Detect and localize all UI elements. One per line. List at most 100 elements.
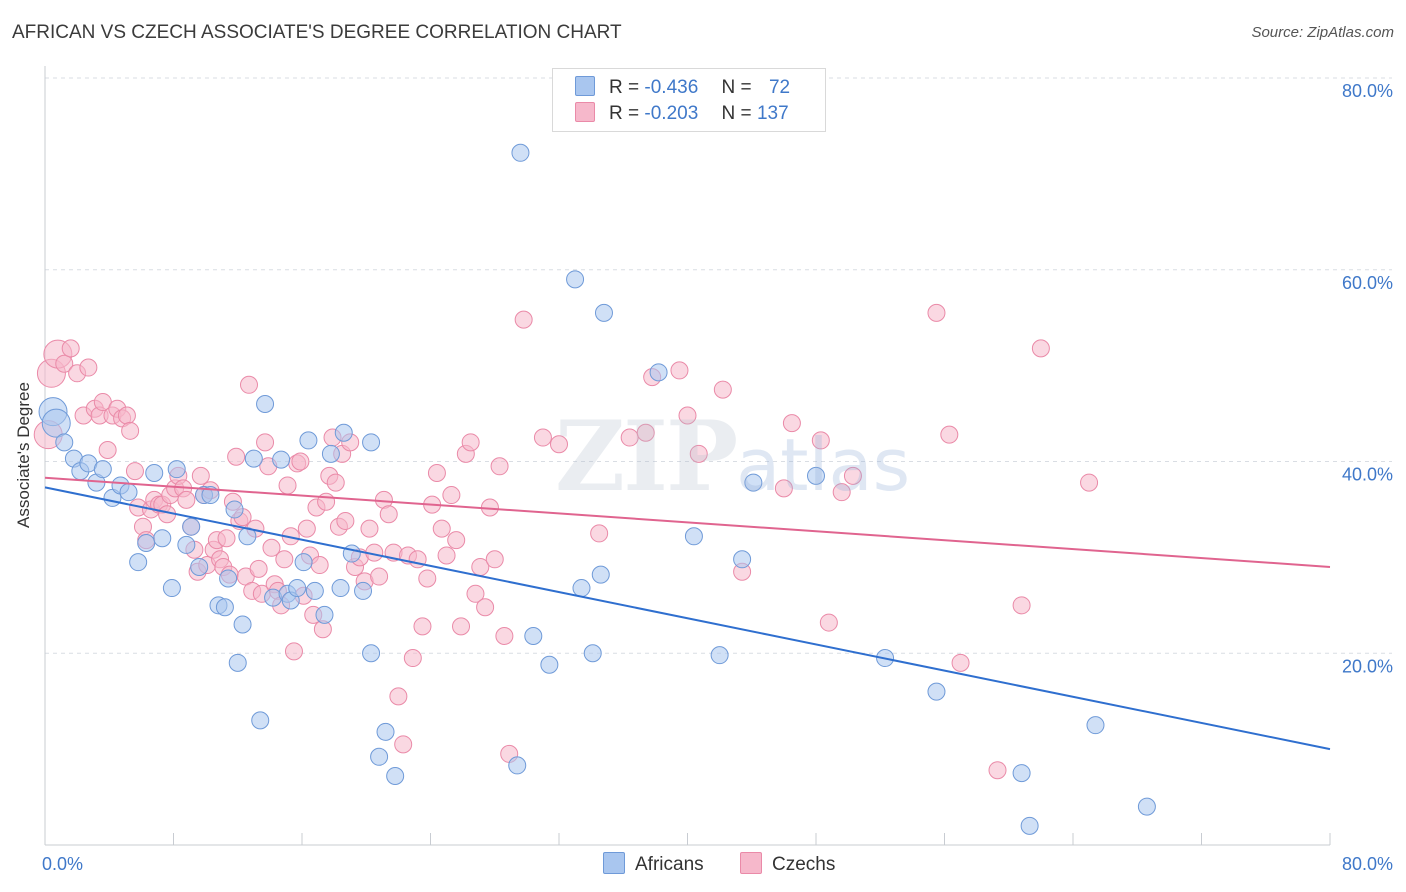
czechs-point-102 — [447, 531, 466, 550]
czechs-point-129 — [819, 613, 838, 632]
czechs-point-88 — [379, 505, 398, 524]
czechs-point-131 — [843, 466, 862, 485]
africans-point-12 — [137, 533, 156, 552]
africans-point-13 — [145, 464, 164, 483]
czechs-point-95 — [413, 617, 432, 636]
y-axis-label: Associate's Degree — [14, 382, 33, 528]
y-tick-label-1: 40.0% — [1342, 465, 1393, 485]
czechs-point-61 — [278, 476, 297, 495]
czechs-point-15 — [117, 406, 136, 425]
czechs-point-4 — [61, 339, 80, 358]
czechs-point-86 — [370, 567, 389, 586]
czechs-point-132 — [927, 303, 946, 322]
czechs-point-128 — [811, 431, 830, 450]
chart-title: AFRICAN VS CZECH ASSOCIATE'S DEGREE CORR… — [12, 22, 622, 43]
y-tick-label-2: 60.0% — [1342, 273, 1393, 293]
czechs-point-60 — [275, 550, 294, 569]
africans-point-17 — [177, 535, 196, 554]
africans-point-68 — [1012, 764, 1031, 783]
czechs-point-138 — [1080, 473, 1099, 492]
legend-row-africans: R = -0.436 N = 72 — [575, 76, 790, 100]
africans-point-48 — [376, 722, 395, 741]
czechs-point-135 — [988, 761, 1007, 780]
zipatlas-watermark: ZIPatlas — [555, 400, 910, 513]
x-tick-label-max: 80.0% — [1342, 854, 1393, 874]
czechs-point-100 — [437, 546, 456, 565]
africans-point-62 — [710, 646, 729, 665]
czechs-swatch — [575, 102, 595, 122]
bottom-legend-czechs: Czechs — [740, 852, 835, 876]
czechs-point-126 — [774, 479, 793, 498]
czechs-point-136 — [1012, 596, 1031, 615]
czechs-point-30 — [177, 490, 196, 509]
czechs-point-34 — [191, 466, 210, 485]
czechs-point-106 — [466, 584, 485, 603]
africans-point-60 — [649, 363, 668, 382]
africans-point-54 — [540, 655, 559, 674]
czechs-point-91 — [394, 735, 413, 754]
czechs-point-127 — [782, 414, 801, 433]
africans-swatch — [575, 76, 595, 96]
africans-point-53 — [524, 626, 543, 645]
africans-point-26 — [228, 653, 247, 672]
czechs-n-value: 137 — [756, 103, 789, 124]
czechs-point-90 — [389, 687, 408, 706]
axes — [44, 66, 1331, 846]
czechs-point-124 — [713, 380, 732, 399]
stats-legend: R = -0.436 N = 72 R = -0.203 N = 137 — [552, 68, 826, 132]
africans-point-57 — [583, 644, 602, 663]
czechs-point-63 — [284, 642, 303, 661]
czechs-point-108 — [476, 598, 495, 617]
africans-point-70 — [1086, 716, 1105, 735]
czechs-point-16 — [121, 421, 140, 440]
bottom-czechs-label: Czechs — [772, 854, 836, 875]
czechs-point-54 — [256, 433, 275, 452]
czechs-point-98 — [427, 464, 446, 483]
africans-point-63 — [733, 550, 752, 569]
czechs-point-11 — [98, 440, 117, 459]
czechs-point-73 — [317, 492, 336, 511]
africans-point-30 — [251, 711, 270, 730]
africans-point-45 — [354, 581, 373, 600]
africans-point-61 — [684, 527, 703, 546]
czechs-point-52 — [249, 559, 268, 578]
africans-point-51 — [511, 143, 530, 162]
czechs-point-3 — [55, 354, 74, 373]
bottom-czechs-swatch — [740, 852, 762, 874]
africans-point-38 — [299, 431, 318, 450]
africans-point-64 — [744, 473, 763, 492]
czechs-n-label: N = — [721, 103, 752, 124]
czechs-point-99 — [432, 519, 451, 538]
africans-point-7 — [93, 460, 112, 479]
czechs-point-103 — [452, 617, 471, 636]
legend-row-czechs: R = -0.203 N = 137 — [575, 102, 789, 126]
czechs-point-122 — [678, 406, 697, 425]
africans-point-40 — [315, 605, 334, 624]
africans-point-36 — [288, 579, 307, 598]
czechs-point-119 — [636, 423, 655, 442]
czechs-point-56 — [262, 538, 281, 557]
africans-point-47 — [370, 747, 389, 766]
czechs-point-49 — [239, 375, 258, 394]
czechs-point-117 — [590, 524, 609, 543]
africans-point-23 — [215, 598, 234, 617]
africans-point-14 — [153, 529, 172, 548]
africans-point-16 — [167, 460, 186, 479]
africans-point-41 — [321, 444, 340, 463]
czechs-point-133 — [940, 425, 959, 444]
bottom-africans-label: Africans — [635, 854, 704, 875]
africans-point-29 — [244, 449, 263, 468]
tick-labels: 20.0% 40.0% 60.0% 80.0% 0.0% 80.0% — [42, 81, 1393, 874]
africans-point-43 — [334, 423, 353, 442]
africans-point-65 — [807, 466, 825, 485]
czechs-point-45 — [227, 447, 246, 466]
africans-point-56 — [572, 579, 591, 598]
africans-point-50 — [362, 433, 381, 452]
africans-point-27 — [233, 615, 252, 634]
czechs-point-67 — [297, 519, 316, 538]
czechs-point-84 — [360, 519, 379, 538]
czechs-point-42 — [217, 529, 236, 548]
czechs-point-76 — [326, 473, 345, 492]
africans-point-25 — [225, 500, 244, 519]
czechs-point-123 — [689, 444, 708, 463]
